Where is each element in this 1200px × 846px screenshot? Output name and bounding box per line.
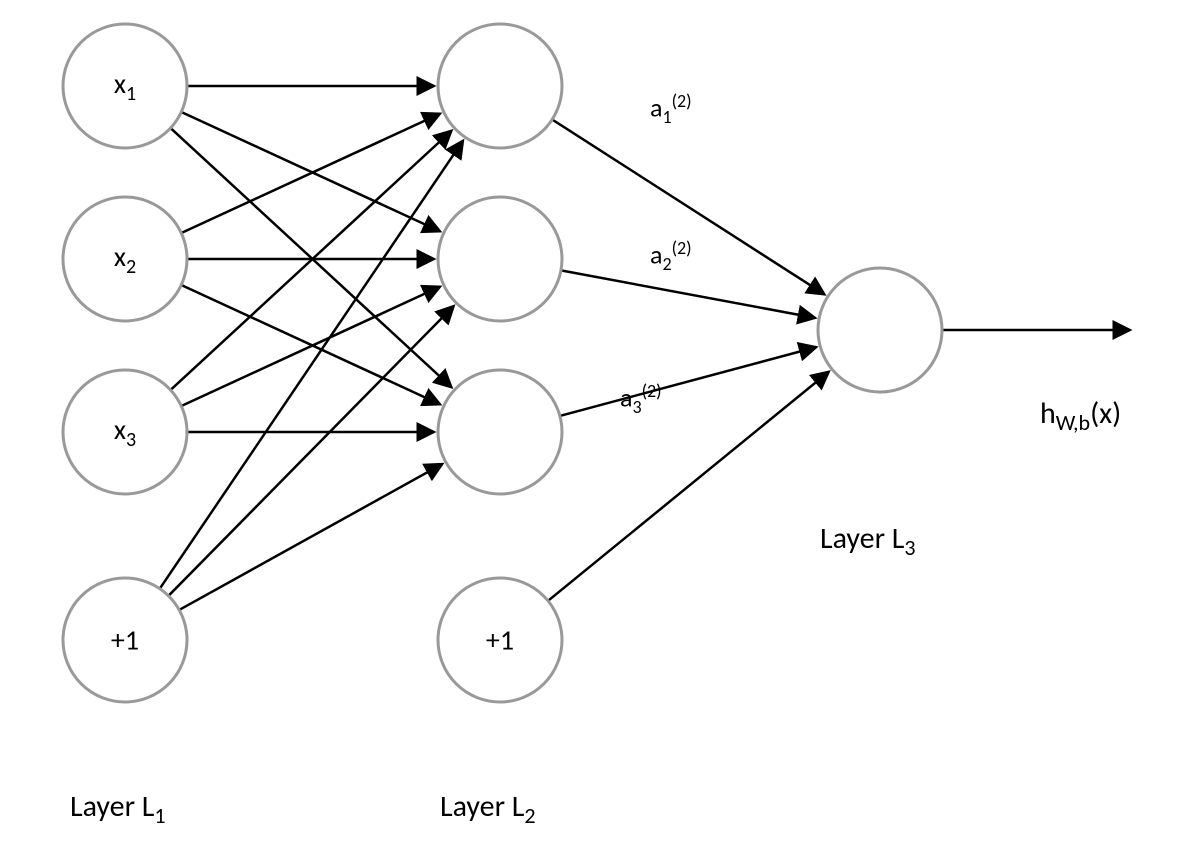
neural-network-diagram [0, 0, 1200, 846]
node-h2 [438, 197, 562, 321]
edge [160, 141, 463, 589]
node-label-x2: x2 [114, 239, 136, 279]
layer-label-L1: Layer L1 [70, 788, 166, 829]
edge [181, 287, 440, 406]
edge [561, 270, 815, 317]
node-h1 [438, 24, 562, 148]
node-o1 [818, 268, 942, 392]
edge [560, 347, 816, 416]
edge-label: a3(2) [620, 380, 662, 418]
edges [160, 86, 1130, 610]
edge [181, 112, 440, 231]
layer-label-L3: Layer L3 [820, 520, 916, 561]
node-label-b2: +1 [486, 623, 514, 658]
edge [168, 306, 453, 596]
edge [179, 464, 442, 610]
node-label-x3: x3 [114, 412, 136, 452]
layer-label-L2: Layer L2 [440, 788, 536, 829]
edge-label: a2(2) [650, 237, 692, 275]
edge-label: a1(2) [650, 90, 692, 128]
node-label-x1: x1 [114, 66, 136, 106]
node-h3 [438, 370, 562, 494]
output-label: hW,b(x) [1040, 395, 1121, 436]
edge [548, 372, 829, 601]
node-label-b1: +1 [111, 623, 139, 658]
edge [171, 128, 452, 387]
